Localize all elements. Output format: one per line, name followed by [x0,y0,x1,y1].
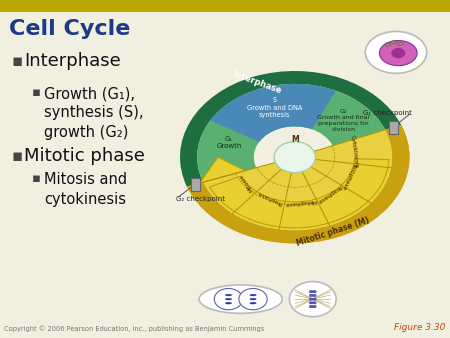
Text: Telophase: Telophase [341,161,358,190]
Wedge shape [209,159,389,228]
Wedge shape [187,125,410,243]
Ellipse shape [250,298,256,300]
Wedge shape [187,125,410,243]
Ellipse shape [309,294,316,296]
Ellipse shape [225,302,232,304]
Text: G₁ checkpoint: G₁ checkpoint [363,110,412,116]
Ellipse shape [309,302,316,304]
Text: Cytokinesis: Cytokinesis [350,135,359,169]
Text: Mitotic phase: Mitotic phase [24,147,145,165]
Text: ▪: ▪ [11,147,22,165]
Text: S
Growth and DNA
synthesis: S Growth and DNA synthesis [247,97,302,118]
Text: Prophase: Prophase [256,190,284,206]
Circle shape [214,288,243,310]
Text: M: M [291,135,299,144]
Ellipse shape [250,294,256,296]
Polygon shape [200,157,245,183]
Bar [0,0,450,12]
Text: Anaphase: Anaphase [317,183,343,204]
Wedge shape [210,84,336,142]
Circle shape [274,142,315,173]
Text: Growth (G₁),
synthesis (S),
growth (G₂): Growth (G₁), synthesis (S), growth (G₂) [44,86,144,140]
Ellipse shape [225,294,232,296]
Text: ▪: ▪ [11,52,22,70]
Circle shape [289,282,336,317]
Wedge shape [197,84,385,182]
Ellipse shape [365,31,427,73]
Ellipse shape [309,298,316,300]
Circle shape [239,288,267,310]
Ellipse shape [225,298,232,300]
Text: Copyright © 2006 Pearson Education, Inc., publishing as Benjamin Cummings: Copyright © 2006 Pearson Education, Inc.… [4,325,265,332]
Text: ▪: ▪ [32,172,40,185]
Text: Interphase: Interphase [231,70,283,96]
Text: Metaphase: Metaphase [284,198,317,206]
Text: Mitosis: Mitosis [238,173,254,193]
Text: G₁
Growth: G₁ Growth [216,136,242,148]
Ellipse shape [391,41,396,44]
Ellipse shape [250,302,256,304]
Text: Figure 3.30: Figure 3.30 [394,323,446,332]
Ellipse shape [309,306,316,308]
Text: Cell Cycle: Cell Cycle [9,19,130,39]
Ellipse shape [199,285,282,313]
Text: Mitosis and
cytokinesis: Mitosis and cytokinesis [44,172,127,207]
Wedge shape [180,71,401,187]
Text: G₂
Growth and final
preparations for
division: G₂ Growth and final preparations for div… [317,110,369,132]
Wedge shape [203,130,392,231]
FancyBboxPatch shape [389,121,398,134]
Text: Mitotic phase (M): Mitotic phase (M) [295,216,370,248]
FancyBboxPatch shape [190,178,199,191]
Ellipse shape [379,41,417,66]
Text: G₂ checkpoint: G₂ checkpoint [176,196,225,202]
Ellipse shape [398,43,403,45]
Text: Interphase: Interphase [24,52,121,70]
Text: ▪: ▪ [32,86,40,99]
Ellipse shape [309,291,316,293]
Ellipse shape [385,44,391,46]
Circle shape [391,48,405,58]
